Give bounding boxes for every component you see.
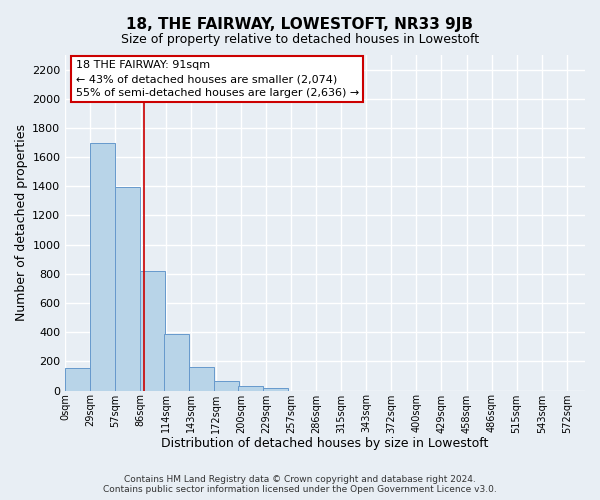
Text: 18, THE FAIRWAY, LOWESTOFT, NR33 9JB: 18, THE FAIRWAY, LOWESTOFT, NR33 9JB — [127, 18, 473, 32]
Bar — [238, 386, 263, 390]
Bar — [164, 334, 189, 390]
Text: Contains HM Land Registry data © Crown copyright and database right 2024.
Contai: Contains HM Land Registry data © Crown c… — [103, 474, 497, 494]
Bar — [263, 388, 289, 390]
Bar — [91, 142, 115, 390]
Bar — [115, 187, 140, 390]
Bar — [140, 271, 165, 390]
Bar — [189, 367, 214, 390]
Bar — [214, 381, 239, 390]
Text: 18 THE FAIRWAY: 91sqm
← 43% of detached houses are smaller (2,074)
55% of semi-d: 18 THE FAIRWAY: 91sqm ← 43% of detached … — [76, 60, 359, 98]
Y-axis label: Number of detached properties: Number of detached properties — [15, 124, 28, 322]
X-axis label: Distribution of detached houses by size in Lowestoft: Distribution of detached houses by size … — [161, 437, 489, 450]
Bar — [65, 368, 91, 390]
Text: Size of property relative to detached houses in Lowestoft: Size of property relative to detached ho… — [121, 32, 479, 46]
